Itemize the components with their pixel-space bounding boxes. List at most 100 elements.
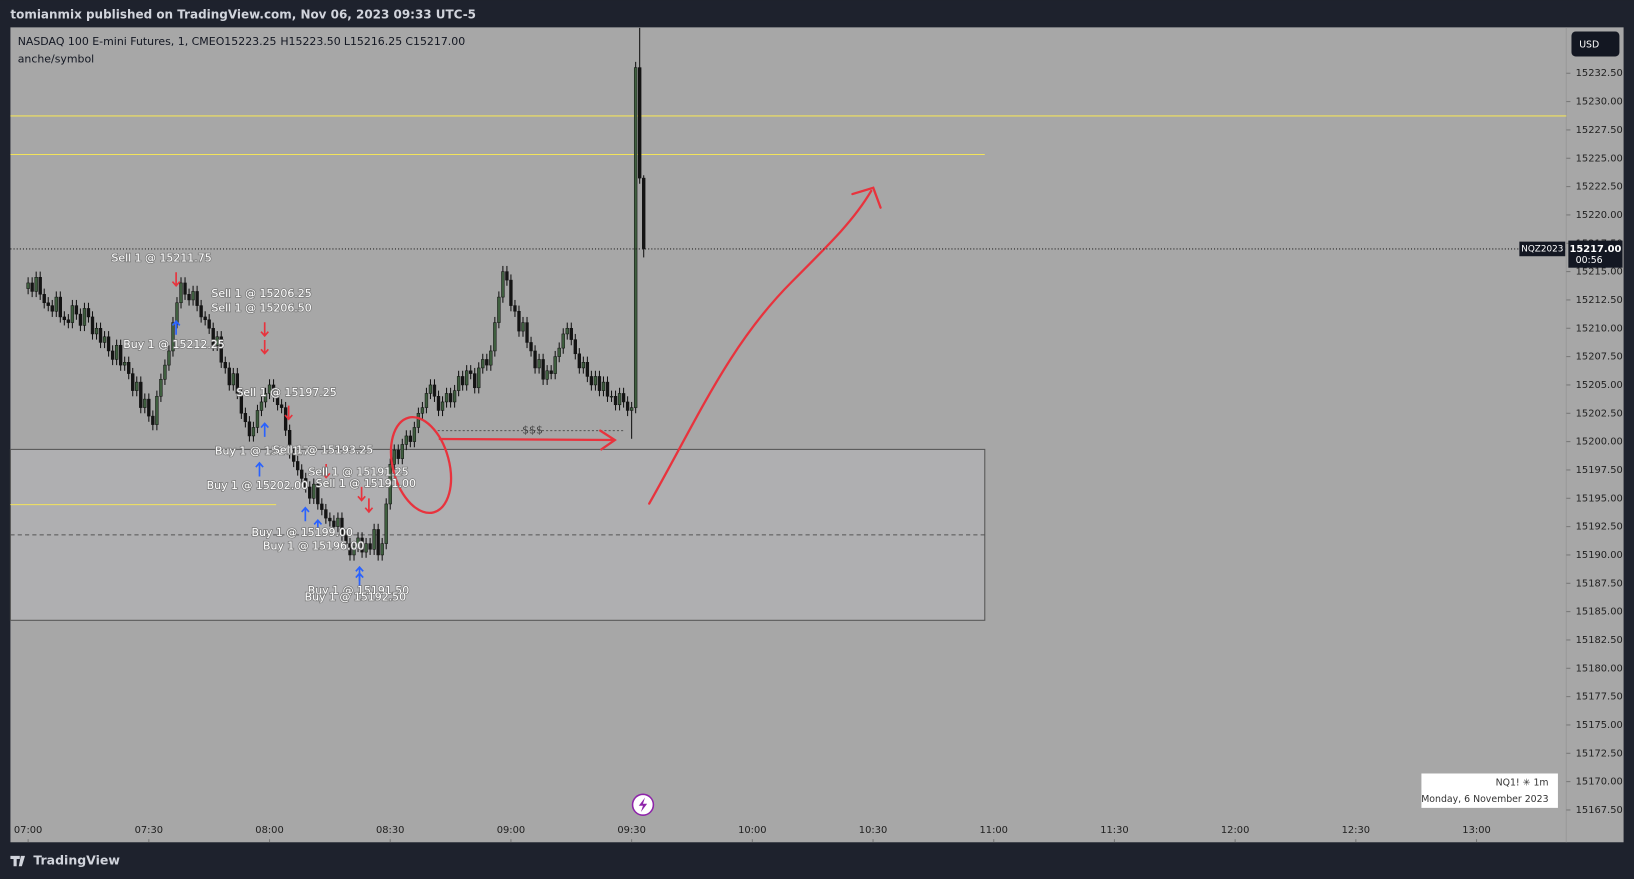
candle-body (400, 444, 404, 459)
candle-body (175, 302, 179, 323)
candle-body (348, 543, 352, 556)
candle-body (139, 381, 143, 408)
trade-arrow (260, 422, 269, 437)
y-tick-label: 15187.50 (1576, 578, 1623, 589)
trade-label: Buy 1 @ 15196.00 (263, 539, 364, 552)
candle-body (440, 401, 445, 411)
trade-label: Buy 1 @ 15202.00 (207, 479, 308, 492)
candle-body (448, 393, 453, 403)
hand-drawing (389, 186, 882, 515)
trade-label: Sell 1 @ 15206.25 (211, 287, 311, 300)
candle-body (565, 328, 569, 335)
candle-body (384, 503, 388, 544)
y-tick-label: 15212.50 (1576, 295, 1623, 306)
trade-arrow (255, 461, 264, 477)
candle-body (235, 373, 240, 394)
trade-label: Buy 1 @ 15199.00 (251, 526, 352, 539)
candle-body (424, 393, 429, 408)
candle-body (118, 345, 123, 366)
contract-box (1519, 241, 1566, 257)
candle-body (191, 291, 195, 301)
candle-body (231, 373, 235, 386)
candle-body (617, 393, 622, 406)
candle-body (74, 305, 79, 315)
candle-body (328, 517, 332, 522)
candle-body (155, 396, 159, 425)
trade-arrow (301, 506, 310, 522)
candle-body (316, 483, 320, 505)
candle-body (135, 381, 139, 391)
ohlc-value: O15223.25 (216, 35, 277, 48)
candle-body (638, 67, 642, 179)
candle-body (404, 435, 408, 445)
candle-body (376, 529, 380, 556)
y-tick-label: 15222.50 (1576, 182, 1623, 193)
candle-body (324, 509, 328, 519)
candle-body (633, 67, 638, 408)
candle-body (533, 350, 537, 369)
candle-body (123, 362, 127, 366)
candle-body (50, 305, 54, 312)
candle-body (239, 393, 244, 414)
event-icon-bolt (638, 797, 648, 813)
y-tick-label: 15180.00 (1576, 663, 1623, 674)
candle-body (553, 356, 557, 374)
candle-body (320, 503, 324, 510)
brand-logo (10, 855, 26, 867)
candle-body (54, 296, 58, 312)
candle-body (557, 347, 561, 357)
contract: NQZ2023 (1521, 244, 1563, 254)
candle-body (605, 381, 610, 397)
y-tick-label: 15182.50 (1576, 635, 1623, 646)
candle-body (90, 316, 95, 335)
ohlc-value: C15217.00 (405, 35, 465, 48)
info-date: Monday, 6 November 2023 (1421, 794, 1548, 805)
trade-arrow (171, 319, 181, 335)
candle-body (251, 427, 256, 437)
candle-body (159, 379, 163, 397)
y-tick-label: 15232.50 (1576, 68, 1623, 79)
candle-body (585, 362, 590, 377)
candle-body (312, 483, 316, 499)
candle-body (629, 407, 634, 411)
candle-body (497, 296, 501, 323)
subtitle: anche/symbol (18, 53, 95, 66)
candle-body (521, 322, 525, 332)
candle-body (46, 302, 50, 306)
y-tick-label: 15197.50 (1576, 465, 1623, 476)
x-tick-label: 08:30 (376, 825, 404, 836)
candle-body (529, 342, 533, 352)
candle-body (183, 282, 187, 295)
candle-body (207, 319, 211, 329)
candle-body (243, 413, 248, 423)
candle-body (147, 398, 151, 417)
y-tick-label: 15190.00 (1576, 550, 1623, 561)
candle-body (456, 376, 461, 391)
y-tick-label: 15170.00 (1576, 777, 1623, 788)
y-tick-label: 15167.50 (1576, 805, 1623, 816)
candle-body (485, 359, 489, 366)
candle-body (195, 291, 199, 306)
ohlc-value: H15223.50 (280, 35, 340, 48)
trade-arrow (355, 572, 364, 587)
candle-body (38, 277, 42, 295)
ohlc-value: L15216.25 (344, 35, 402, 48)
candle-body (589, 376, 594, 386)
candle-body (94, 328, 99, 335)
currency: USD (1579, 40, 1599, 51)
candle-body (412, 427, 417, 442)
candle-body (569, 328, 573, 340)
candle-body (336, 517, 340, 527)
candle-body (505, 271, 509, 281)
trade-label: Buy 1 @ 15192.50 (305, 590, 406, 603)
trade-arrow (357, 486, 366, 502)
candle-body (513, 305, 517, 312)
candle-body (541, 359, 545, 380)
x-tick-label: 10:00 (738, 825, 766, 836)
candle-body (392, 449, 396, 465)
trade-label: Sell 1 @ 15206.50 (211, 302, 311, 315)
candle-body (247, 421, 252, 437)
publisher: tomianmix published on TradingView.com, … (10, 7, 476, 21)
candle-body (428, 384, 433, 394)
x-tick-label: 07:30 (135, 825, 163, 836)
